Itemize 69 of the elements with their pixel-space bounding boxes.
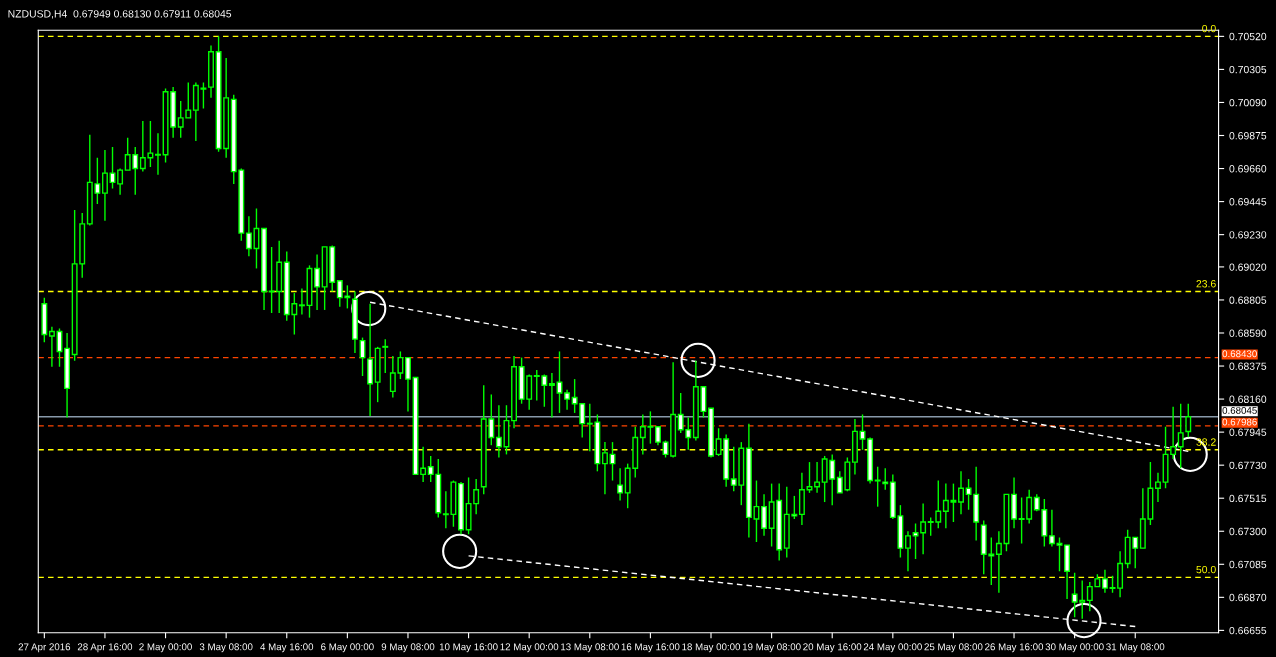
candlestick <box>155 132 161 176</box>
candlestick <box>1048 509 1055 548</box>
candlestick <box>655 426 661 446</box>
y-tick-label: 0.70090 <box>1229 98 1267 107</box>
x-tick-label: 25 May 08:00 <box>924 643 983 653</box>
ref-line-label: 0.68045 <box>1222 406 1257 414</box>
candlestick <box>548 372 555 419</box>
y-tick-label: 0.69020 <box>1229 263 1267 271</box>
y-tick-label: 0.67945 <box>1229 428 1267 436</box>
x-tick-label: 6 May 00:00 <box>321 643 374 653</box>
chart-title: NZDUSD,H4 0.67949 0.68130 0.67911 0.68045 <box>8 10 232 19</box>
x-tick-label: 3 May 08:00 <box>199 643 253 653</box>
x-tick-label: 2 May 00:00 <box>139 643 192 653</box>
candlestick <box>48 326 55 368</box>
candlestick <box>814 461 821 494</box>
candlestick <box>1155 472 1161 503</box>
x-tick-label: 4 May 16:00 <box>260 643 314 653</box>
x-tick-label: 10 May 16:00 <box>439 643 498 653</box>
y-tick-label: 0.67730 <box>1229 461 1267 470</box>
candlestick <box>298 287 305 316</box>
y-tick-label: 0.68375 <box>1229 362 1267 370</box>
candlestick <box>1056 536 1063 572</box>
y-tick-label: 0.68590 <box>1229 329 1267 337</box>
x-tick-label: 19 May 08:00 <box>742 643 801 653</box>
y-tick-label: 0.67300 <box>1229 527 1267 536</box>
x-tick-label: 13 May 08:00 <box>561 643 619 653</box>
y-tick-label: 0.70305 <box>1229 65 1267 74</box>
candlestick <box>617 467 624 502</box>
y-tick-label: 0.69875 <box>1229 132 1267 140</box>
candlestick <box>761 493 768 537</box>
y-tick-label: 0.66655 <box>1229 626 1267 635</box>
y-tick-label: 0.69660 <box>1229 165 1267 173</box>
x-tick-label: 26 May 16:00 <box>985 643 1044 653</box>
candlestick <box>1185 402 1192 439</box>
annotation: 23.6 <box>1196 280 1216 288</box>
x-tick-label: 28 Apr 16:00 <box>77 643 133 653</box>
candlestick <box>405 356 411 413</box>
x-tick-label: 30 May 00:00 <box>1045 643 1104 653</box>
candlestick <box>101 149 108 222</box>
candlestick <box>601 441 608 496</box>
x-tick-label: 12 May 00:00 <box>500 643 559 653</box>
candlestick <box>117 167 124 196</box>
candlestick <box>382 338 389 374</box>
y-tick-label: 0.67515 <box>1229 494 1267 503</box>
candlestick <box>1177 402 1184 469</box>
x-tick-label: 31 May 08:00 <box>1106 643 1165 653</box>
ref-line-label: 0.68430 <box>1222 350 1257 358</box>
candlestick <box>314 253 321 311</box>
annotation: 50.0 <box>1196 565 1216 574</box>
candlestick <box>109 146 116 190</box>
x-tick-label: 27 Apr 2016 <box>18 643 71 653</box>
x-tick-label: 9 May 08:00 <box>381 643 435 653</box>
candlestick <box>1101 568 1108 594</box>
y-tick-label: 0.68805 <box>1229 296 1267 304</box>
x-tick-label: 16 May 16:00 <box>621 643 680 653</box>
candlestick <box>564 389 571 411</box>
y-tick-label: 0.66870 <box>1229 593 1267 602</box>
candlestick <box>958 470 964 516</box>
candlestick <box>905 530 911 572</box>
y-tick-label: 0.68160 <box>1229 395 1267 403</box>
ref-line-label: 0.67986 <box>1222 418 1257 426</box>
y-tick-label: 0.69445 <box>1229 198 1267 206</box>
y-tick-label: 0.70520 <box>1229 32 1267 41</box>
candlestick <box>556 350 563 414</box>
y-tick-label: 0.69230 <box>1229 231 1267 239</box>
x-tick-label: 18 May 00:00 <box>682 643 741 653</box>
x-tick-label: 20 May 16:00 <box>803 643 862 653</box>
y-tick-label: 0.67085 <box>1229 560 1267 569</box>
x-tick-label: 24 May 00:00 <box>863 643 922 653</box>
